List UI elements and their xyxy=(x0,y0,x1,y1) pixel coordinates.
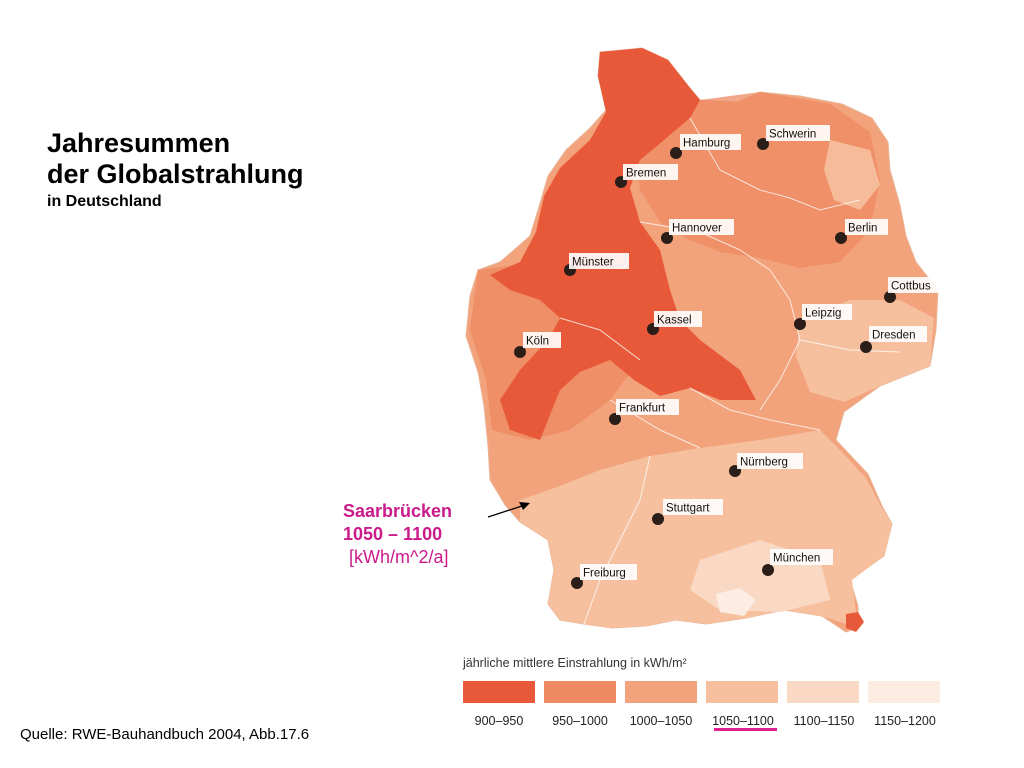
city-label: Nürnberg xyxy=(740,457,788,469)
city-cottbus: Cottbus xyxy=(884,277,942,303)
city-label-box xyxy=(523,332,561,348)
city-label: Münster xyxy=(572,257,614,269)
city-leipzig: Leipzig xyxy=(794,304,852,330)
city-hamburg: Hamburg xyxy=(670,134,741,159)
city-label: Hannover xyxy=(672,223,722,235)
zone-1150-1200 xyxy=(716,588,756,616)
city-marker xyxy=(652,513,664,525)
legend-label: 1100–1150 xyxy=(793,714,855,728)
city-marker xyxy=(860,341,872,353)
city-label-box xyxy=(680,134,741,150)
city-marker xyxy=(835,232,847,244)
legend-label: 1050–1100 xyxy=(712,714,774,728)
city-label-box xyxy=(654,311,702,327)
city-label-box xyxy=(569,253,629,269)
city-marker xyxy=(884,291,896,303)
city-nuernberg: Nürnberg xyxy=(729,453,803,477)
city-label: Bremen xyxy=(626,168,666,180)
city-label-box xyxy=(845,219,888,235)
city-label-box xyxy=(802,304,852,320)
saarbruecken-callout: Saarbrücken 1050 – 1100 [kWh/m^2/a] xyxy=(343,500,452,569)
city-marker xyxy=(670,147,682,159)
city-dresden: Dresden xyxy=(860,326,927,353)
city-frankfurt: Frankfurt xyxy=(609,399,679,425)
legend-swatch-1050-1100 xyxy=(706,681,778,703)
city-koeln: Köln xyxy=(514,332,561,358)
city-label-box xyxy=(888,277,942,293)
city-label-box xyxy=(737,453,803,469)
legend-label: 1150–1200 xyxy=(874,714,936,728)
city-label-box xyxy=(580,564,637,580)
city-label: Frankfurt xyxy=(619,403,666,415)
city-marker xyxy=(514,346,526,358)
city-hannover: Hannover xyxy=(661,219,734,244)
legend-swatch-900-950 xyxy=(463,681,535,703)
title-block: Jahresummen der Globalstrahlung in Deuts… xyxy=(47,128,304,213)
city-label-box xyxy=(623,164,678,180)
page-title-line1: Jahresummen xyxy=(47,128,231,158)
city-marker xyxy=(609,413,621,425)
zone-900-950-alps xyxy=(846,612,864,632)
city-label: Hamburg xyxy=(683,138,730,150)
city-bremen: Bremen xyxy=(615,164,678,188)
city-label: Dresden xyxy=(872,330,915,342)
city-label: Köln xyxy=(526,336,549,348)
city-berlin: Berlin xyxy=(835,219,888,244)
city-label: Schwerin xyxy=(769,129,816,141)
legend-swatch-1100-1150 xyxy=(787,681,859,703)
legend-highlight-underline xyxy=(714,728,777,731)
source-citation: Quelle: RWE-Bauhandbuch 2004, Abb.17.6 xyxy=(20,726,310,743)
city-label: Stuttgart xyxy=(666,503,710,515)
city-label: Freiburg xyxy=(583,568,626,580)
city-label-box xyxy=(663,499,723,515)
city-marker xyxy=(794,318,806,330)
zone-1050-1100-north xyxy=(824,140,880,210)
callout-city: Saarbrücken xyxy=(343,501,453,521)
legend-label: 900–950 xyxy=(474,714,524,728)
city-kassel: Kassel xyxy=(647,311,702,335)
city-schwerin: Schwerin xyxy=(757,125,830,150)
city-label: Berlin xyxy=(848,223,877,235)
city-label: Kassel xyxy=(657,315,692,327)
legend-title: jährliche mittlere Einstrahlung in kWh/m… xyxy=(463,656,687,670)
callout-range: 1050 – 1100 xyxy=(343,524,443,544)
callout-arrow xyxy=(487,502,530,518)
city-label: Leipzig xyxy=(805,308,841,320)
legend-label: 1000–1050 xyxy=(629,714,693,728)
legend-swatch-950-1000 xyxy=(544,681,616,703)
city-label-box xyxy=(616,399,679,415)
city-label-box xyxy=(766,125,830,141)
city-freiburg: Freiburg xyxy=(571,564,637,589)
city-label-box xyxy=(869,326,927,342)
city-label: München xyxy=(773,553,820,565)
page-subtitle: in Deutschland xyxy=(47,193,162,210)
city-muenchen: München xyxy=(762,549,833,576)
city-label-box xyxy=(770,549,833,565)
legend-swatch-1150-1200 xyxy=(868,681,940,703)
city-label-box xyxy=(669,219,734,235)
city-label: Cottbus xyxy=(891,281,931,293)
legend-swatch-1000-1050 xyxy=(625,681,697,703)
legend-label: 950–1000 xyxy=(552,714,608,728)
city-muenster: Münster xyxy=(564,253,629,276)
city-stuttgart: Stuttgart xyxy=(652,499,723,525)
city-marker xyxy=(762,564,774,576)
callout-unit: [kWh/m^2/a] xyxy=(349,547,449,567)
page-title-line2: der Globalstrahlung xyxy=(47,159,304,189)
